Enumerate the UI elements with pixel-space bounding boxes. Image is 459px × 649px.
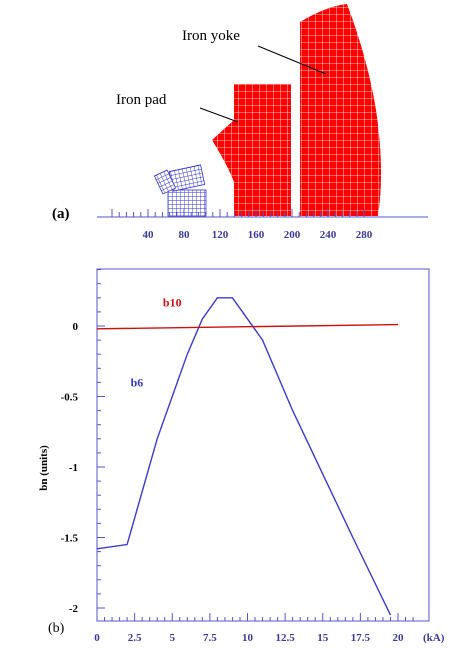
iron-pad-leader xyxy=(200,108,238,122)
iron-yoke-label: Iron yoke xyxy=(182,28,240,44)
panel-a-tick-labels: 40 80 120 160 200 240 280 xyxy=(143,229,373,241)
x-tick-label: 0 xyxy=(94,632,100,644)
panel-a-tick-label: 200 xyxy=(284,229,301,241)
x-tick-label: 7.5 xyxy=(203,632,217,644)
panel-b-series: b6 b10 xyxy=(97,295,398,615)
panel-a-tick-label: 240 xyxy=(320,229,337,241)
series-label-b10: b10 xyxy=(163,295,182,309)
series-line-b6 xyxy=(97,298,390,615)
panel-b-tick-marks xyxy=(97,270,413,621)
x-tick-label: 15 xyxy=(317,632,329,644)
panel-a-tick-label: 80 xyxy=(179,229,191,241)
y-tick-label: -1.5 xyxy=(61,533,79,545)
panel-b-label: (b) xyxy=(48,621,65,636)
iron-pad-label: Iron pad xyxy=(116,92,167,108)
y-tick-label: -1 xyxy=(69,462,78,474)
panel-b-y-tick-labels: 0 -0.5 -1 -1.5 -2 xyxy=(61,321,79,615)
series-line-b10 xyxy=(97,325,398,329)
y-tick-label: -0.5 xyxy=(61,392,79,404)
y-axis-label: bn (units) xyxy=(38,445,50,491)
panel-a-tick-label: 40 xyxy=(143,229,155,241)
iron-yoke-shape xyxy=(300,4,381,216)
x-tick-label: 12.5 xyxy=(276,632,296,644)
y-tick-label: 0 xyxy=(73,321,79,333)
x-tick-label: 17.5 xyxy=(351,632,371,644)
panel-a-tick-label: 160 xyxy=(248,229,265,241)
y-tick-label: -2 xyxy=(69,603,79,615)
panel-a-tick-label: 280 xyxy=(356,229,373,241)
panel-a-tick-label: 120 xyxy=(212,229,229,241)
coil-block-1 xyxy=(168,190,206,216)
series-label-b6: b6 xyxy=(131,376,144,390)
x-tick-label: 2.5 xyxy=(128,632,142,644)
plot-frame xyxy=(97,269,429,621)
panel-a-cross-section: Iron yoke Iron pad 40 80 120 160 200 240 280 (… xyxy=(52,4,428,241)
x-tick-label: 5 xyxy=(170,632,176,644)
panel-a-label: (a) xyxy=(52,206,70,222)
coil-blocks xyxy=(154,165,206,216)
panel-b-x-tick-labels: 0 2.5 5 7.5 10 12.5 15 17.5 20 xyxy=(94,632,404,644)
x-tick-label: 10 xyxy=(242,632,254,644)
iron-pad-shape xyxy=(212,84,291,216)
panel-b-chart: 0 2.5 5 7.5 10 12.5 15 17.5 20 0-0.5-1-1.5-2 b6b… xyxy=(38,269,445,644)
x-tick-label: 20 xyxy=(393,632,405,644)
x-axis-unit-label: (kA) xyxy=(423,632,445,644)
